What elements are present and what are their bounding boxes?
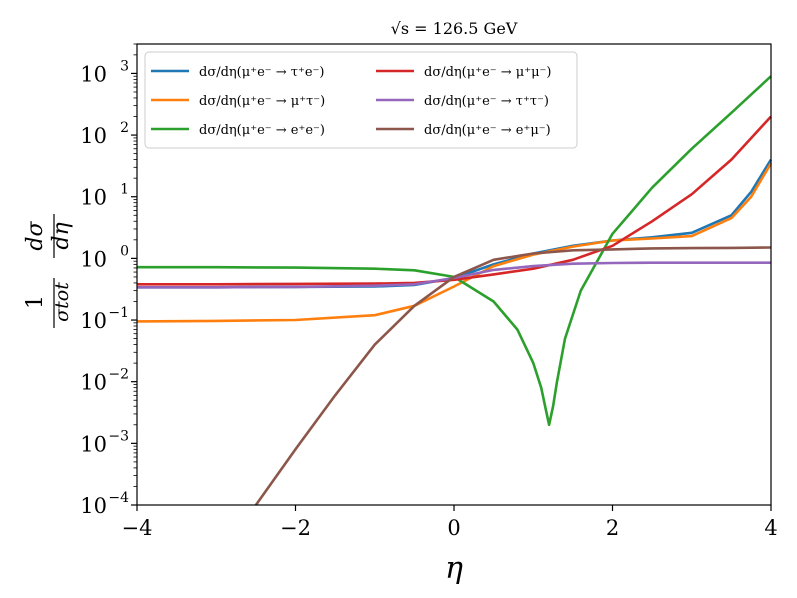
y-tick-label: 10 [80, 124, 107, 148]
y-tick-exponent: −4 [108, 490, 129, 506]
legend-box [144, 51, 578, 149]
x-axis-label: η [445, 551, 463, 586]
y-tick-exponent: −1 [108, 305, 129, 321]
y-tick-label: 10 [80, 371, 107, 395]
x-tick-label: −2 [280, 516, 311, 540]
y-tick-exponent: 1 [120, 182, 129, 198]
y-tick-label: 10 [80, 62, 107, 86]
series-line-3 [137, 75, 772, 427]
series-lines [136, 75, 773, 506]
series-line-4 [137, 115, 772, 286]
legend: dσ/dη(μ⁺e⁻ → τ⁺e⁻) dσ/dη(μ⁺e⁻ → μ⁺τ⁻) dσ/d… [144, 51, 578, 149]
y-tick-exponent: 2 [120, 120, 129, 136]
y-tick-label: 10 [80, 494, 107, 518]
legend-label: dσ/dη(μ⁺e⁻ → e⁺μ⁻) [424, 123, 551, 138]
y-tick-exponent: 3 [120, 58, 129, 74]
y-tick-label: 10 [80, 186, 107, 210]
y-tick-exponent: 0 [120, 243, 129, 259]
y-tick-label: 10 [80, 247, 107, 271]
y-tick-label: 10 [80, 309, 107, 333]
legend-label: dσ/dη(μ⁺e⁻ → τ⁺e⁻) [199, 65, 324, 80]
y-axis-label-sigma: σtot [51, 282, 73, 322]
y-tick-exponent: −3 [108, 428, 129, 444]
x-tick-label: −4 [122, 516, 153, 540]
legend-label: dσ/dη(μ⁺e⁻ → μ⁺μ⁻) [424, 65, 551, 80]
y-tick-label: 10 [80, 432, 107, 456]
y-axis-label-dsigma: dσ [23, 220, 48, 250]
legend-label: dσ/dη(μ⁺e⁻ → μ⁺τ⁻) [199, 94, 325, 109]
legend-label: dσ/dη(μ⁺e⁻ → τ⁺τ⁻) [424, 94, 549, 109]
legend-label: dσ/dη(μ⁺e⁻ → e⁺e⁻) [199, 123, 325, 138]
series-line-6 [254, 246, 772, 506]
y-axis-label-deta: dη [49, 222, 74, 249]
x-tick-label: 0 [447, 516, 460, 540]
chart-title: √s = 126.5 GeV [391, 19, 518, 38]
y-axis-label: 1 σtot dσ dη [23, 214, 74, 328]
y-tick-exponent: −2 [108, 367, 129, 383]
x-tick-label: 2 [606, 516, 619, 540]
series-line-5 [137, 261, 771, 289]
x-tick-label: 4 [764, 516, 777, 540]
x-axis: −4 −2 0 2 4 [122, 505, 778, 540]
y-axis-label-one: 1 [23, 295, 48, 309]
